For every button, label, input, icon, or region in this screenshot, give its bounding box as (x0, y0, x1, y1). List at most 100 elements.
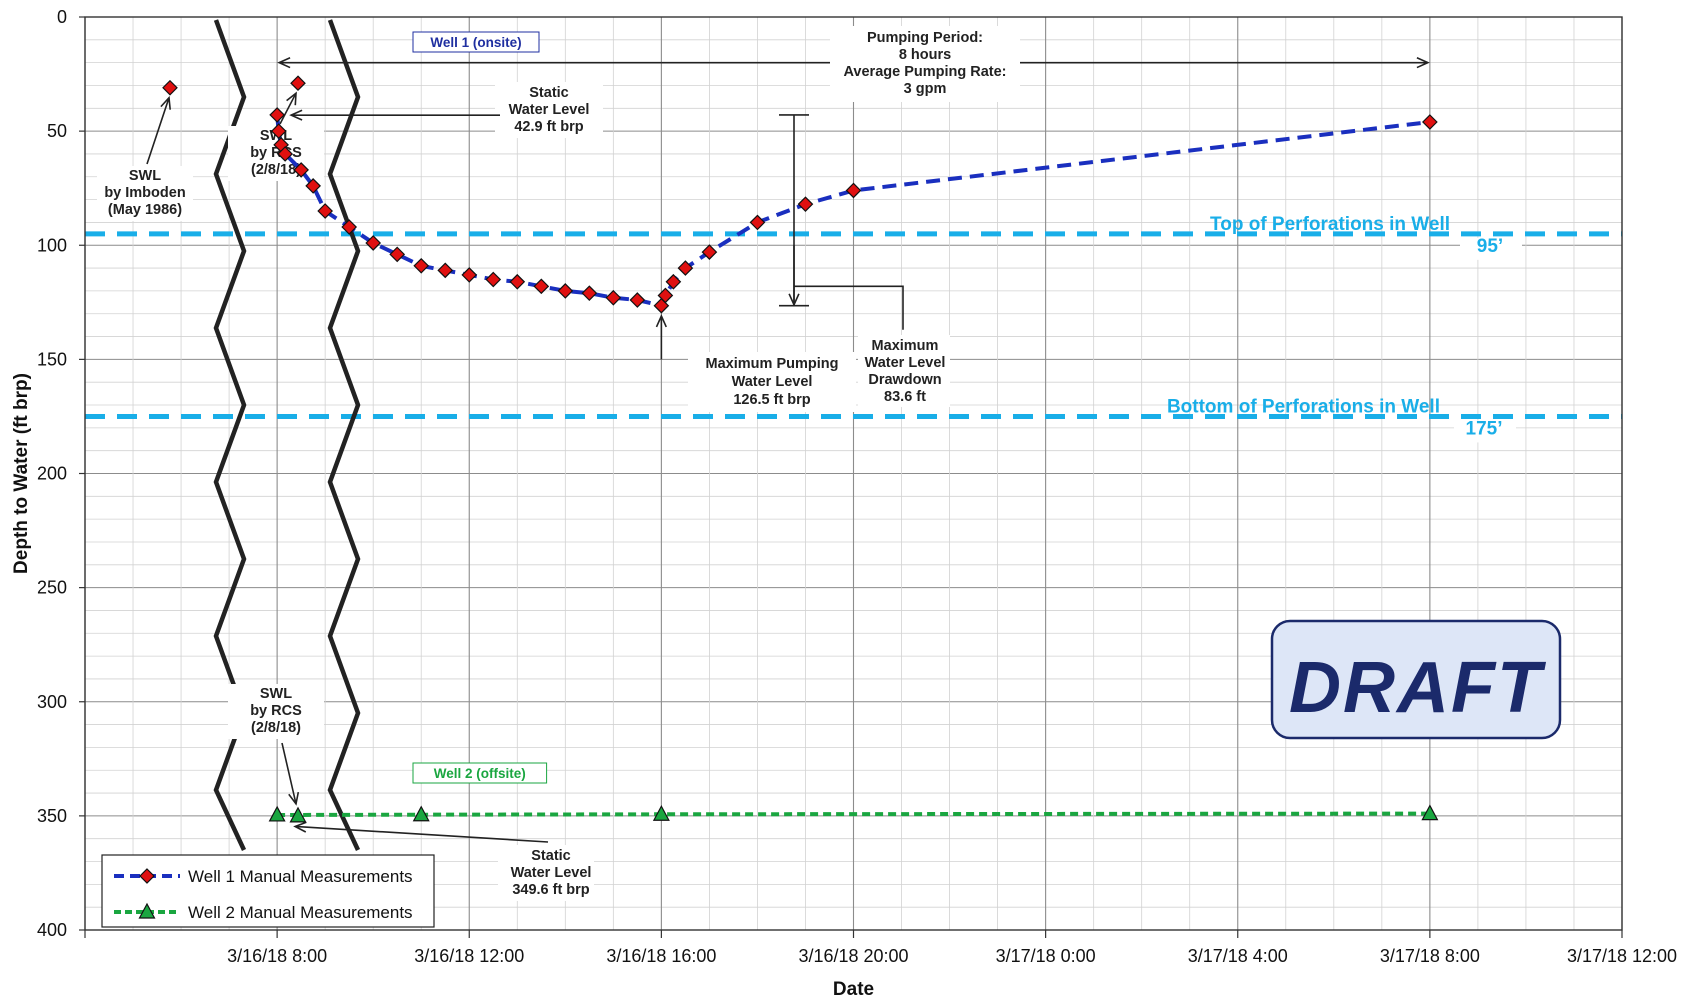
legend-marker (139, 868, 155, 884)
well2-point (412, 805, 430, 822)
static-well2-text: Static (531, 848, 571, 864)
x-tick-label: 3/17/18 4:00 (1188, 946, 1288, 966)
x-tick-label: 3/16/18 20:00 (798, 946, 908, 966)
drawdown-text: Maximum (872, 338, 939, 354)
draft-text: DRAFT (1289, 648, 1547, 728)
y-tick-label: 100 (37, 235, 67, 255)
static-well2-bg (498, 845, 594, 901)
swl-label: SWL (260, 686, 292, 702)
static-well1-arrow-head (289, 109, 303, 121)
drawdown-text: 83.6 ft (884, 389, 926, 405)
chart-grid (84, 16, 1623, 931)
draft-stamp: DRAFT (1270, 619, 1562, 740)
well1-point (293, 162, 309, 178)
pumping-arrow-right-head (1416, 57, 1430, 69)
well1-tag-box (412, 31, 540, 53)
well1-point (701, 244, 718, 260)
well1-point (657, 287, 674, 304)
swl-point (290, 75, 306, 92)
well1-point (557, 283, 574, 299)
swl-label: by RCS (250, 703, 302, 719)
y-tick-label: 150 (37, 349, 67, 369)
drawdown-text-bg (858, 335, 950, 407)
well2-tag: Well 2 (offsite) (434, 766, 526, 781)
perforation-label: Top of Perforations in Well (1210, 214, 1450, 235)
x-tick-label: 3/17/18 12:00 (1567, 946, 1677, 966)
legend-label: Well 2 Manual Measurements (188, 903, 413, 922)
static-well2-arrow (295, 825, 549, 843)
well1-point (509, 273, 526, 290)
y-tick-label: 350 (37, 806, 67, 826)
x-tick-label: 3/16/18 8:00 (227, 946, 327, 966)
data-series (162, 75, 1439, 823)
pumping-arrow-left-head (277, 57, 291, 69)
well1-point (365, 235, 382, 251)
swl-label-bg (97, 166, 193, 221)
y-axis-title: Depth to Water (ft brp) (11, 373, 32, 574)
swl-label-bg (228, 684, 324, 739)
well1-point (581, 285, 598, 302)
well1-point (533, 278, 550, 295)
perforation-label: Bottom of Perforations in Well (1167, 396, 1440, 417)
annotations: Well 1 (onsite) Well 2 (offsite) Pumping P… (97, 26, 1430, 901)
well2-line (277, 811, 1430, 817)
static-well1-text: 42.9 ft brp (514, 119, 583, 135)
swl-arrow-head (286, 91, 297, 106)
perforation-value-bg (1454, 420, 1516, 443)
well1-point (485, 271, 502, 288)
well1-point (629, 292, 646, 308)
static-well1-bg (495, 82, 603, 138)
swl-label: (May 1986) (108, 202, 182, 218)
max-pumping-arrow-head (655, 314, 667, 328)
swl-arrow (281, 742, 297, 805)
well2-tag-box (412, 762, 548, 784)
static-well1-text: Static (529, 85, 569, 101)
swl-arrow (279, 92, 297, 125)
y-tick-label: 250 (37, 578, 67, 598)
well1-point (341, 219, 358, 235)
swl-label: (2/8/18) (251, 162, 301, 178)
drawdown-text: Water Level (865, 355, 946, 371)
swl-point (162, 79, 178, 96)
pumping-text-bg (830, 26, 1020, 102)
well1-point (270, 123, 287, 139)
swl-label: by Imboden (104, 185, 185, 201)
well1-point (317, 203, 334, 219)
y-tick-label: 300 (37, 692, 67, 712)
axis-break-zigzag (327, 19, 361, 851)
perforation-value: 175’ (1466, 418, 1503, 439)
pumping-text: Average Pumping Rate: (843, 64, 1006, 80)
well1-point (269, 107, 285, 123)
y-tick-label: 0 (57, 7, 67, 27)
max-pumping-bg (688, 352, 856, 412)
draft-box (1270, 619, 1562, 740)
perforation-value-bg (1460, 237, 1522, 260)
drawdown-leader (794, 285, 904, 330)
well1-point (605, 289, 622, 306)
max-pumping-text: 126.5 ft brp (733, 392, 810, 408)
well2-point (652, 805, 670, 821)
x-tick-label: 3/16/18 16:00 (606, 946, 716, 966)
x-tick-label: 3/16/18 12:00 (414, 946, 524, 966)
swl-label: (2/8/18) (251, 720, 301, 736)
pumping-text: 8 hours (899, 47, 951, 63)
y-tick-label: 400 (37, 920, 67, 940)
legend: Well 1 Manual Measurements Well 2 Manual … (101, 854, 435, 928)
perforation-lines: Top of Perforations in Well 95’ Bottom of … (85, 214, 1622, 443)
swl-point (289, 806, 307, 823)
legend-box (101, 854, 435, 928)
well1-point (749, 214, 766, 231)
max-pumping-text: Maximum Pumping (706, 356, 839, 372)
x-tick-label: 3/17/18 0:00 (996, 946, 1096, 966)
well1-point (461, 267, 478, 283)
y-tick-label: 50 (47, 121, 67, 141)
x-axis-title: Date (833, 979, 874, 1000)
static-well1-text: Water Level (509, 102, 590, 118)
pumping-text: 3 gpm (904, 81, 947, 97)
y-tick-label: 200 (37, 464, 67, 484)
static-well2-text: Water Level (511, 865, 592, 881)
swl-arrow (146, 97, 170, 165)
well2-point (268, 805, 286, 822)
well1-point (1422, 114, 1438, 130)
